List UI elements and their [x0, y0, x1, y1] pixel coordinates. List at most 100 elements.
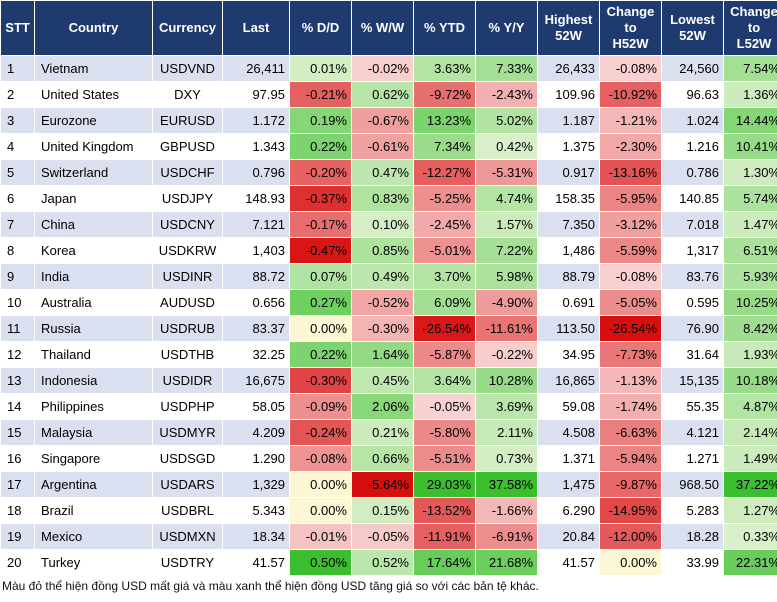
cell-stt: 20: [0, 549, 35, 576]
cell-dd: 0.50%: [289, 549, 352, 576]
cell-change-h52w: -1.21%: [599, 107, 662, 134]
cell-country: Mexico: [34, 523, 153, 550]
cell-dd: -0.17%: [289, 211, 352, 238]
header-yy[interactable]: % Y/Y: [475, 0, 538, 56]
cell-yy: -2.43%: [475, 81, 538, 108]
cell-ww: 0.85%: [351, 237, 414, 264]
cell-country: Eurozone: [34, 107, 153, 134]
header-dd[interactable]: % D/D: [289, 0, 352, 56]
cell-country: China: [34, 211, 153, 238]
cell-stt: 16: [0, 445, 35, 472]
cell-highest-52w: 59.08: [537, 393, 600, 420]
header-stt[interactable]: STT: [0, 0, 35, 56]
header-change-h52w[interactable]: Change to H52W: [599, 0, 662, 56]
cell-yy: 10.28%: [475, 367, 538, 394]
cell-currency: GBPUSD: [152, 133, 223, 160]
table-row: 14 Philippines USDPHP 58.05 -0.09% 2.06% -0.05…: [0, 393, 777, 420]
cell-change-h52w: -1.74%: [599, 393, 662, 420]
cell-change-l52w: 1.36%: [723, 81, 777, 108]
table-row: 18 Brazil USDBRL 5.343 0.00% 0.15% -13.52% -1.6…: [0, 497, 777, 524]
fx-table: STT Country Currency Last % D/D % W/W % …: [0, 0, 777, 576]
cell-yy: -1.66%: [475, 497, 538, 524]
cell-country: United States: [34, 81, 153, 108]
cell-last: 83.37: [222, 315, 290, 342]
cell-dd: -0.37%: [289, 185, 352, 212]
cell-highest-52w: 1,486: [537, 237, 600, 264]
cell-dd: 0.22%: [289, 133, 352, 160]
cell-ytd: 6.09%: [413, 289, 476, 316]
cell-change-h52w: -5.05%: [599, 289, 662, 316]
cell-ww: 0.83%: [351, 185, 414, 212]
cell-ytd: -0.05%: [413, 393, 476, 420]
cell-ytd: -9.72%: [413, 81, 476, 108]
header-change-l52w[interactable]: Change to L52W: [723, 0, 777, 56]
table-row: 5 Switzerland USDCHF 0.796 -0.20% 0.47% -12.27…: [0, 159, 777, 186]
cell-highest-52w: 26,433: [537, 55, 600, 82]
cell-change-h52w: -7.73%: [599, 341, 662, 368]
cell-lowest-52w: 33.99: [661, 549, 724, 576]
cell-change-l52w: 1.49%: [723, 445, 777, 472]
cell-last: 1.290: [222, 445, 290, 472]
cell-dd: 0.00%: [289, 315, 352, 342]
cell-highest-52w: 0.917: [537, 159, 600, 186]
cell-ww: 0.49%: [351, 263, 414, 290]
cell-stt: 4: [0, 133, 35, 160]
cell-currency: USDRUB: [152, 315, 223, 342]
cell-change-h52w: -5.94%: [599, 445, 662, 472]
cell-ww: 1.64%: [351, 341, 414, 368]
cell-ww: -0.02%: [351, 55, 414, 82]
cell-change-l52w: 2.14%: [723, 419, 777, 446]
header-ytd[interactable]: % YTD: [413, 0, 476, 56]
cell-currency: USDARS: [152, 471, 223, 498]
cell-ww: -0.61%: [351, 133, 414, 160]
header-country[interactable]: Country: [34, 0, 153, 56]
cell-currency: DXY: [152, 81, 223, 108]
cell-highest-52w: 16,865: [537, 367, 600, 394]
cell-change-h52w: -0.08%: [599, 263, 662, 290]
cell-lowest-52w: 4.121: [661, 419, 724, 446]
cell-country: Thailand: [34, 341, 153, 368]
cell-ytd: -12.27%: [413, 159, 476, 186]
header-currency[interactable]: Currency: [152, 0, 223, 56]
cell-ww: -0.30%: [351, 315, 414, 342]
cell-lowest-52w: 31.64: [661, 341, 724, 368]
cell-change-h52w: -13.16%: [599, 159, 662, 186]
cell-dd: 0.22%: [289, 341, 352, 368]
cell-lowest-52w: 1.216: [661, 133, 724, 160]
cell-last: 1,403: [222, 237, 290, 264]
cell-country: Vietnam: [34, 55, 153, 82]
cell-change-l52w: 10.41%: [723, 133, 777, 160]
cell-change-h52w: -14.95%: [599, 497, 662, 524]
cell-change-h52w: -5.95%: [599, 185, 662, 212]
cell-stt: 14: [0, 393, 35, 420]
header-ww[interactable]: % W/W: [351, 0, 414, 56]
cell-yy: 1.57%: [475, 211, 538, 238]
cell-lowest-52w: 24,560: [661, 55, 724, 82]
cell-highest-52w: 88.79: [537, 263, 600, 290]
cell-stt: 8: [0, 237, 35, 264]
cell-ytd: 3.63%: [413, 55, 476, 82]
cell-last: 58.05: [222, 393, 290, 420]
cell-ww: 0.10%: [351, 211, 414, 238]
cell-stt: 5: [0, 159, 35, 186]
cell-lowest-52w: 140.85: [661, 185, 724, 212]
cell-change-h52w: -5.59%: [599, 237, 662, 264]
cell-country: Singapore: [34, 445, 153, 472]
cell-yy: 37.58%: [475, 471, 538, 498]
header-lowest-52w[interactable]: Lowest 52W: [661, 0, 724, 56]
cell-last: 32.25: [222, 341, 290, 368]
cell-last: 4.209: [222, 419, 290, 446]
table-row: 20 Turkey USDTRY 41.57 0.50% 0.52% 17.64% 21.68…: [0, 549, 777, 576]
cell-currency: USDCHF: [152, 159, 223, 186]
header-highest-52w[interactable]: Highest 52W: [537, 0, 600, 56]
header-last[interactable]: Last: [222, 0, 290, 56]
cell-change-l52w: 37.22%: [723, 471, 777, 498]
header-row: STT Country Currency Last % D/D % W/W % …: [0, 0, 777, 56]
cell-last: 5.343: [222, 497, 290, 524]
cell-currency: EURUSD: [152, 107, 223, 134]
cell-yy: 2.11%: [475, 419, 538, 446]
cell-change-l52w: 1.93%: [723, 341, 777, 368]
table-body: 1 Vietnam USDVND 26,411 0.01% -0.02% 3.63% 7.33…: [0, 55, 777, 576]
cell-ww: 0.45%: [351, 367, 414, 394]
